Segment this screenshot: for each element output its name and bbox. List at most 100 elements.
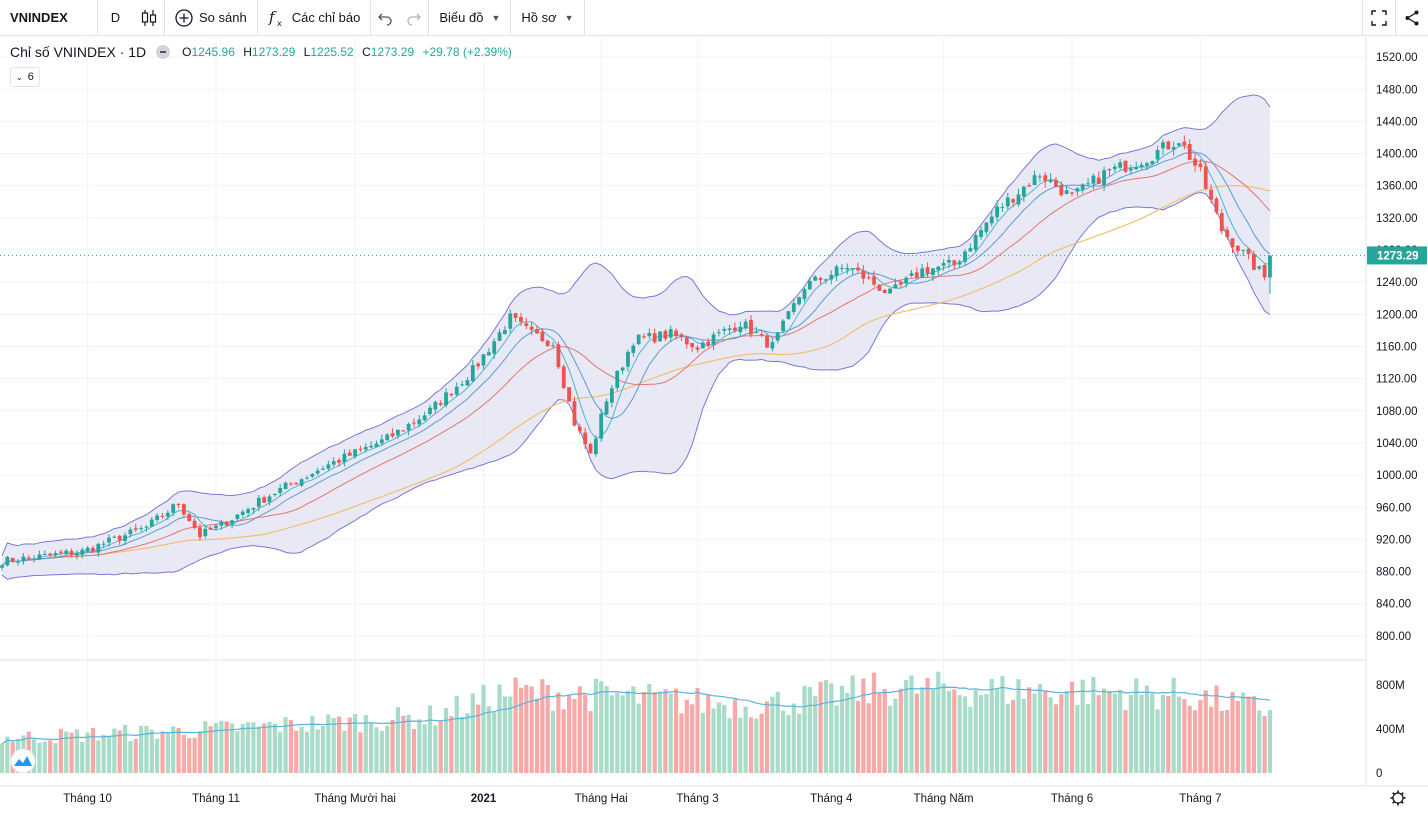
candle-body bbox=[781, 320, 785, 331]
ma-mid-line bbox=[1, 160, 1271, 566]
price-tick-label: 920.00 bbox=[1376, 534, 1411, 546]
volume-bar bbox=[74, 729, 79, 773]
candle-body bbox=[75, 553, 79, 556]
volume-bar bbox=[893, 698, 898, 773]
volume-bar bbox=[251, 722, 256, 773]
time-tick-label: Tháng 10 bbox=[63, 793, 112, 805]
volume-bar bbox=[668, 693, 673, 773]
volume-bar bbox=[898, 688, 903, 773]
volume-bar bbox=[320, 725, 326, 773]
volume-bar bbox=[401, 716, 406, 773]
volume-bar bbox=[690, 704, 695, 773]
chevron-down-icon: ▼ bbox=[491, 12, 501, 23]
top-toolbar: VNINDEX D So sánh f x Các chỉ báo bbox=[0, 0, 1428, 36]
volume-bar bbox=[331, 717, 336, 773]
volume-bar bbox=[732, 699, 738, 773]
volume-bar bbox=[326, 714, 331, 773]
price-tick-label: 1400.00 bbox=[1376, 149, 1418, 161]
volume-bar bbox=[502, 696, 507, 773]
volume-bar bbox=[1123, 710, 1128, 773]
candle-body bbox=[925, 267, 930, 274]
volume-bar bbox=[58, 728, 63, 773]
volume-bar bbox=[556, 692, 561, 773]
indicators-label: Các chỉ báo bbox=[291, 10, 361, 25]
candle-body bbox=[652, 333, 657, 343]
interval-button[interactable]: D bbox=[110, 10, 121, 25]
indicators-collapse-button[interactable]: ⌄ 6 bbox=[10, 67, 40, 87]
candle-body bbox=[791, 303, 796, 312]
volume-bar bbox=[679, 713, 684, 773]
volume-bar bbox=[342, 730, 347, 773]
compare-button[interactable]: So sánh bbox=[165, 0, 258, 36]
redo-button[interactable] bbox=[399, 0, 430, 36]
volume-bar bbox=[438, 720, 443, 773]
candle-body bbox=[786, 311, 791, 319]
volume-bar bbox=[572, 698, 577, 773]
candle-body bbox=[1027, 185, 1032, 187]
volume-bar bbox=[978, 695, 984, 773]
volume-bar bbox=[213, 722, 219, 773]
volume-bar bbox=[561, 709, 566, 773]
candle-body bbox=[1123, 160, 1128, 172]
volume-bar bbox=[347, 717, 352, 773]
candle-body bbox=[326, 464, 331, 469]
candle-body bbox=[267, 496, 272, 502]
chart-type-button[interactable] bbox=[133, 0, 165, 36]
close-label: C bbox=[362, 45, 371, 59]
volume-bar bbox=[1102, 688, 1107, 773]
legend-toggle-button[interactable] bbox=[156, 45, 171, 59]
volume-bar bbox=[208, 726, 213, 773]
bollinger-upper-line bbox=[1, 94, 1271, 556]
share-button[interactable] bbox=[1395, 0, 1428, 36]
candle-body bbox=[374, 443, 379, 447]
volume-bar bbox=[0, 743, 5, 773]
candle-body bbox=[503, 329, 507, 335]
volume-bar bbox=[770, 696, 775, 773]
volume-bar bbox=[1059, 694, 1064, 773]
candle-body bbox=[989, 216, 994, 224]
price-tick-label: 1440.00 bbox=[1376, 116, 1418, 128]
candle-body bbox=[893, 284, 898, 289]
candle-body bbox=[1000, 207, 1005, 209]
candle-body bbox=[465, 380, 470, 386]
candle-body bbox=[663, 330, 668, 339]
volume-bar bbox=[657, 691, 663, 773]
candle-body bbox=[379, 439, 384, 444]
chart-settings-button[interactable] bbox=[1390, 790, 1406, 806]
candle-body bbox=[1166, 141, 1171, 150]
candle-body bbox=[529, 326, 534, 330]
candle-body bbox=[599, 413, 604, 439]
undo-button[interactable] bbox=[371, 0, 399, 36]
gear-tooth bbox=[1400, 792, 1404, 796]
current-price-badge bbox=[1367, 246, 1427, 265]
candle-body bbox=[513, 313, 518, 318]
toolbar-right bbox=[1362, 0, 1428, 36]
volume-bar bbox=[995, 688, 1000, 773]
profile-menu-button[interactable]: Hồ sơ ▼ bbox=[511, 0, 585, 36]
price-tick-label: 1000.00 bbox=[1376, 470, 1418, 482]
candle-body bbox=[1214, 198, 1219, 213]
volume-bar bbox=[652, 692, 657, 773]
volume-bar bbox=[620, 695, 625, 773]
volume-bar bbox=[385, 725, 390, 773]
price-tick-label: 1320.00 bbox=[1376, 213, 1418, 225]
chart-menu-button[interactable]: Biểu đồ ▼ bbox=[429, 0, 512, 36]
volume-bar bbox=[636, 703, 641, 773]
indicators-button[interactable]: f x Các chỉ báo bbox=[258, 0, 372, 36]
candle-body bbox=[337, 460, 341, 463]
volume-bar bbox=[984, 694, 989, 773]
volume-bar bbox=[1064, 690, 1069, 773]
candle-body bbox=[931, 268, 935, 275]
volume-bar bbox=[962, 696, 968, 773]
candle-body bbox=[1064, 190, 1069, 194]
candle-body bbox=[1182, 141, 1187, 146]
volume-bar bbox=[90, 727, 96, 773]
candle-body bbox=[1059, 184, 1064, 196]
symbol-search[interactable]: VNINDEX bbox=[0, 0, 98, 36]
candle-body bbox=[684, 337, 689, 345]
tv-logo-badge[interactable] bbox=[10, 748, 36, 774]
low-value: 1225.52 bbox=[310, 45, 354, 59]
volume-bar bbox=[1257, 710, 1262, 773]
fullscreen-button[interactable] bbox=[1362, 0, 1395, 36]
